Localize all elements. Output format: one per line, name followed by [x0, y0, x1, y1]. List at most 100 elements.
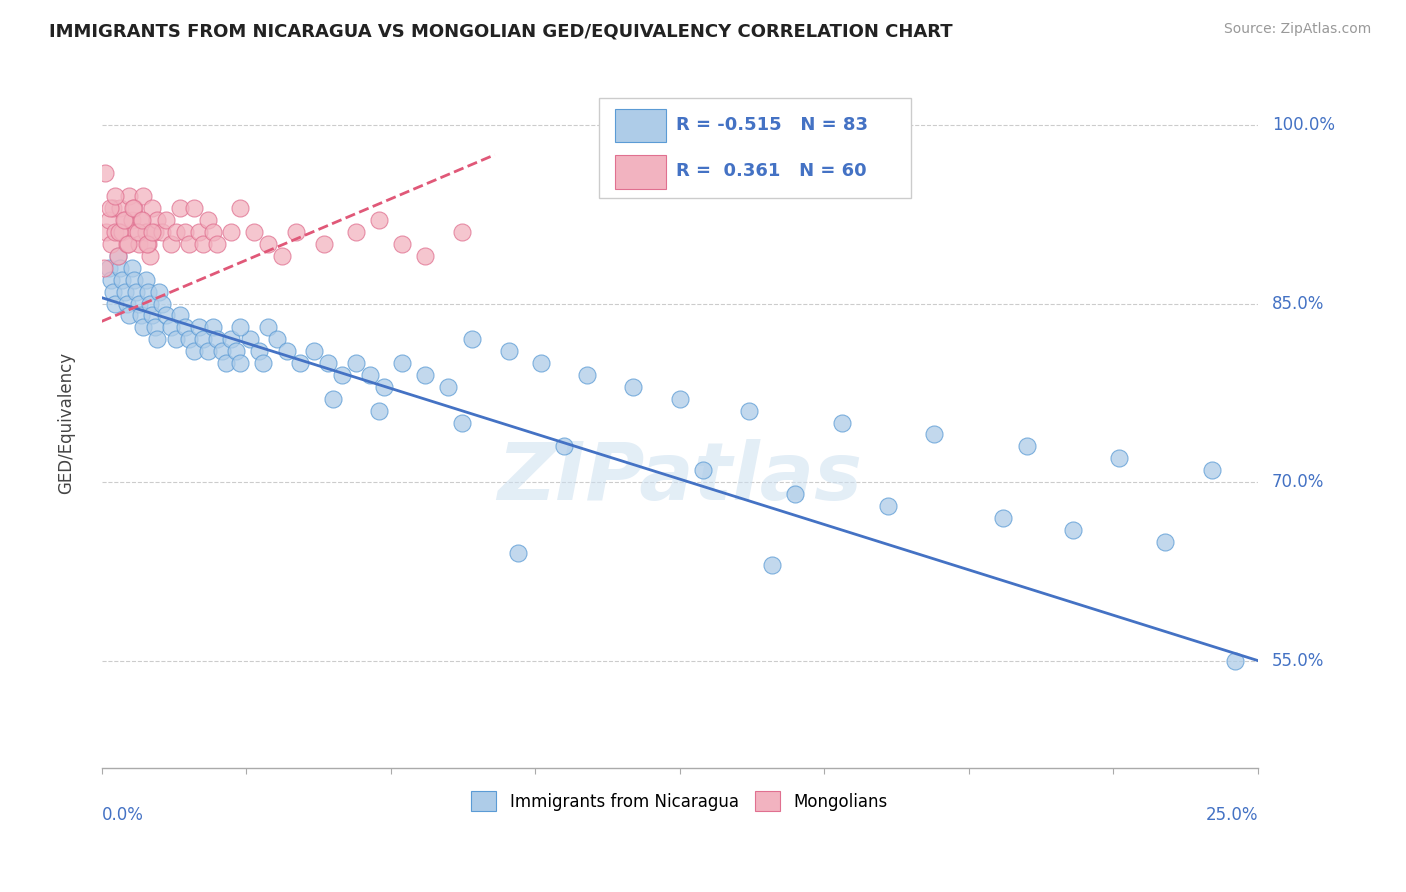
Point: [211, 344, 233, 359]
Point: [114, 285, 136, 299]
Point: [391, 356, 413, 370]
Point: [136, 237, 159, 252]
Point: [215, 356, 238, 370]
Point: [229, 202, 252, 216]
Point: [132, 320, 155, 334]
Point: [125, 225, 148, 239]
Point: [1201, 463, 1223, 477]
Point: [115, 237, 138, 252]
Point: [498, 344, 520, 359]
Point: [115, 296, 138, 310]
Point: [437, 380, 460, 394]
Point: [576, 368, 599, 382]
Point: [139, 296, 162, 310]
Point: [139, 249, 162, 263]
Point: [201, 320, 224, 334]
Point: [183, 344, 205, 359]
Point: [205, 332, 228, 346]
Point: [193, 237, 215, 252]
Point: [1015, 439, 1038, 453]
Text: ZIPatlas: ZIPatlas: [498, 439, 862, 516]
Point: [134, 273, 156, 287]
Text: 70.0%: 70.0%: [1272, 473, 1324, 491]
Point: [101, 285, 124, 299]
Point: [103, 189, 125, 203]
Point: [179, 332, 201, 346]
Point: [114, 213, 136, 227]
Point: [876, 499, 898, 513]
Point: [101, 202, 124, 216]
Point: [668, 392, 690, 406]
Point: [229, 356, 252, 370]
Point: [173, 225, 195, 239]
Point: [129, 309, 152, 323]
Point: [193, 332, 215, 346]
Point: [94, 166, 117, 180]
Text: Source: ZipAtlas.com: Source: ZipAtlas.com: [1223, 22, 1371, 37]
Point: [506, 546, 529, 560]
Point: [290, 356, 312, 370]
Point: [104, 296, 127, 310]
Point: [108, 260, 131, 275]
Text: 55.0%: 55.0%: [1272, 651, 1324, 670]
Point: [1108, 451, 1130, 466]
Text: R = -0.515   N = 83: R = -0.515 N = 83: [676, 116, 869, 134]
Point: [112, 213, 135, 227]
Point: [98, 202, 121, 216]
Point: [284, 225, 307, 239]
Point: [530, 356, 553, 370]
Point: [415, 249, 437, 263]
Point: [312, 237, 335, 252]
Point: [993, 510, 1015, 524]
Point: [738, 403, 761, 417]
Point: [135, 237, 157, 252]
Point: [183, 202, 205, 216]
Point: [155, 213, 177, 227]
Point: [451, 416, 474, 430]
Point: [252, 356, 274, 370]
Text: 0.0%: 0.0%: [101, 805, 143, 823]
Point: [247, 344, 270, 359]
Point: [187, 225, 209, 239]
Point: [330, 368, 353, 382]
Point: [131, 213, 153, 227]
Point: [205, 237, 228, 252]
Point: [141, 225, 163, 239]
Point: [146, 213, 169, 227]
Point: [122, 273, 145, 287]
Point: [359, 368, 381, 382]
Point: [322, 392, 344, 406]
Point: [141, 202, 163, 216]
Point: [100, 237, 122, 252]
Point: [132, 189, 155, 203]
Point: [276, 344, 298, 359]
Point: [117, 237, 139, 252]
Point: [146, 332, 169, 346]
FancyBboxPatch shape: [614, 109, 666, 142]
Point: [1223, 654, 1246, 668]
Point: [150, 296, 173, 310]
Point: [155, 309, 177, 323]
Point: [107, 249, 129, 263]
Point: [143, 225, 166, 239]
Point: [129, 213, 152, 227]
Point: [173, 320, 195, 334]
Point: [219, 332, 242, 346]
Text: 100.0%: 100.0%: [1272, 116, 1334, 134]
Point: [344, 356, 367, 370]
Point: [127, 225, 149, 239]
Point: [141, 309, 163, 323]
Point: [451, 225, 474, 239]
Point: [121, 260, 143, 275]
Point: [136, 285, 159, 299]
Point: [922, 427, 945, 442]
Point: [97, 213, 120, 227]
Point: [1154, 534, 1177, 549]
Point: [134, 225, 156, 239]
Point: [197, 344, 219, 359]
Point: [197, 213, 219, 227]
Point: [100, 273, 122, 287]
Point: [1062, 523, 1084, 537]
Point: [266, 332, 288, 346]
Point: [368, 403, 391, 417]
